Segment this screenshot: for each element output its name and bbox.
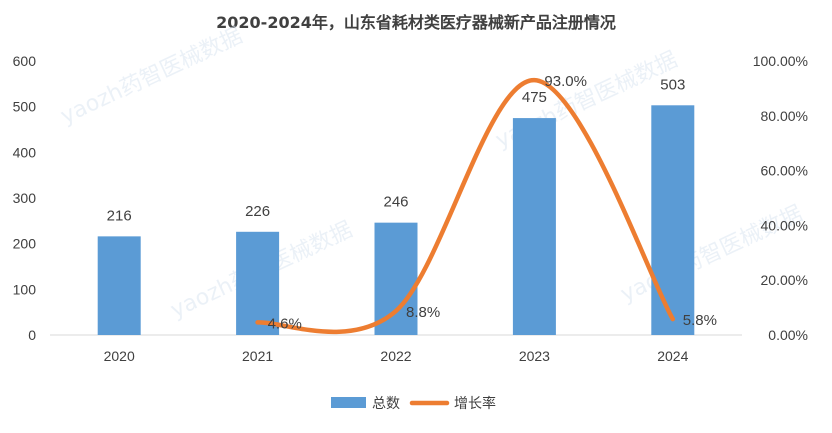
bar-2024 — [651, 105, 695, 336]
line-data-label: 5.8% — [683, 312, 717, 329]
y2-tick-label: 20.00% — [761, 272, 808, 288]
watermark-1: yaozh药智医械数据 — [57, 23, 247, 129]
legend-swatch-total — [331, 397, 366, 408]
y-tick-label: 600 — [13, 53, 37, 69]
y2-tick-label: 80.00% — [761, 108, 808, 124]
y2-tick-label: 40.00% — [761, 217, 808, 233]
x-tick-label: 2024 — [657, 348, 688, 364]
growth-rate-point-2021 — [255, 320, 260, 325]
y-tick-label: 0 — [28, 327, 36, 343]
y-tick-label: 400 — [13, 144, 37, 160]
bar-data-label: 503 — [660, 76, 685, 93]
y-tick-label: 100 — [13, 281, 37, 297]
bar-data-label: 246 — [383, 194, 408, 211]
bar-2023 — [512, 118, 556, 335]
x-tick-label: 2023 — [519, 348, 550, 364]
bar-2020 — [97, 236, 141, 335]
legend: 总数 增长率 — [331, 395, 496, 412]
y2-tick-label: 60.00% — [761, 163, 808, 179]
y-tick-label: 200 — [13, 236, 37, 252]
bar-data-label: 475 — [522, 89, 547, 106]
y2-tick-label: 100.00% — [753, 53, 808, 69]
y2-tick-label: 0.00% — [768, 327, 808, 343]
x-tick-label: 2021 — [242, 348, 273, 364]
y-tick-label: 300 — [13, 190, 37, 206]
chart-title: 2020-2024年，山东省耗材类医疗器械新产品注册情况 — [216, 13, 616, 32]
line-data-label: 4.6% — [268, 315, 302, 332]
legend-label-total: 总数 — [372, 396, 400, 412]
plot-area: 0 100 200 300 400 500 600 0.00% 20.00% 40.00% 60.0… — [13, 53, 808, 364]
growth-rate-point-2023 — [532, 78, 537, 83]
bar-2021 — [236, 231, 280, 335]
y-tick-label: 500 — [13, 99, 37, 115]
bar-data-label: 226 — [245, 203, 270, 220]
growth-rate-point-2022 — [394, 308, 398, 313]
x-tick-label: 2020 — [104, 348, 135, 364]
growth-rate-point-2024 — [670, 317, 675, 322]
growth-rate-line — [255, 77, 676, 335]
x-tick-label: 2022 — [380, 348, 411, 364]
bar-2022 — [374, 222, 418, 335]
line-data-label: 93.0% — [544, 73, 587, 90]
legend-label-growth: 增长率 — [454, 395, 496, 412]
line-data-label: 8.8% — [406, 304, 440, 321]
bar-data-label: 216 — [107, 207, 132, 224]
